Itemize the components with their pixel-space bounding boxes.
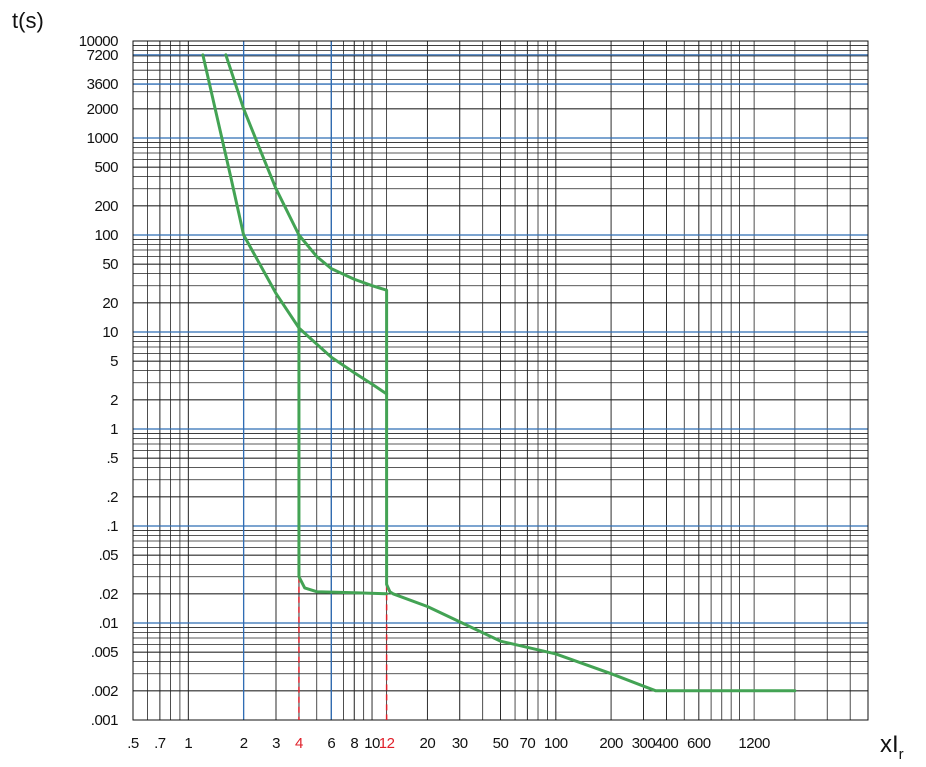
x-tick-label: 30 xyxy=(452,735,468,752)
x-tick-label: 8 xyxy=(350,735,358,752)
x-tick-label: 1 xyxy=(184,735,192,752)
y-tick-label: 10000 xyxy=(79,33,118,50)
x-tick-label: 400 xyxy=(655,735,679,752)
y-tick-label: 1 xyxy=(110,421,118,438)
y-tick-label: 20 xyxy=(102,295,118,312)
y-axis-label: t(s) xyxy=(12,8,44,33)
x-axis-label-sub: r xyxy=(899,746,904,763)
y-tick-label: 200 xyxy=(94,198,118,215)
x-tick-label: 1200 xyxy=(738,735,770,752)
y-tick-label: 3600 xyxy=(87,76,119,93)
x-tick-label: 200 xyxy=(599,735,623,752)
y-tick-label: .01 xyxy=(99,615,119,632)
curve xyxy=(224,53,797,693)
x-tick-label: 6 xyxy=(327,735,335,752)
x-tick-label: 70 xyxy=(520,735,536,752)
x-tick-label: 2 xyxy=(240,735,248,752)
y-tick-label: .02 xyxy=(99,586,119,603)
y-tick-label: 1000 xyxy=(87,130,119,147)
y-tick-label: 2000 xyxy=(87,101,119,118)
x-tick-label: .5 xyxy=(127,735,139,752)
x-tick-label: .7 xyxy=(154,735,166,752)
y-tick-label: 2 xyxy=(110,392,118,409)
x-axis-label-main: xI xyxy=(880,731,899,758)
x-tick-label: 20 xyxy=(420,735,436,752)
x-tick-label: 4 xyxy=(295,735,303,752)
y-tick-label: .005 xyxy=(91,644,118,661)
y-tick-label: 10 xyxy=(102,324,118,341)
curve xyxy=(297,233,389,596)
y-tick-label: 7200 xyxy=(87,47,119,64)
y-tick-label: 100 xyxy=(94,227,118,244)
y-tick-label: 500 xyxy=(94,159,118,176)
x-tick-label: 300 xyxy=(632,735,656,752)
y-tick-label: 5 xyxy=(110,353,118,370)
x-tick-label: 10 xyxy=(364,735,380,752)
y-tick-label: .1 xyxy=(106,518,118,535)
y-tick-label: .5 xyxy=(106,450,118,467)
grid xyxy=(132,40,869,721)
y-tick-label: .001 xyxy=(91,712,118,729)
y-tick-label: .2 xyxy=(106,489,118,506)
y-tick-label: .05 xyxy=(99,547,119,564)
x-tick-label: 50 xyxy=(493,735,509,752)
x-tick-label: 12 xyxy=(379,735,395,752)
x-tick-label: 100 xyxy=(544,735,568,752)
x-tick-label: 3 xyxy=(272,735,280,752)
x-axis-label: xIr xyxy=(880,731,904,763)
plot-frame xyxy=(132,40,869,721)
y-tick-label: 50 xyxy=(102,256,118,273)
x-tick-label: 600 xyxy=(687,735,711,752)
y-tick-label: .002 xyxy=(91,683,118,700)
